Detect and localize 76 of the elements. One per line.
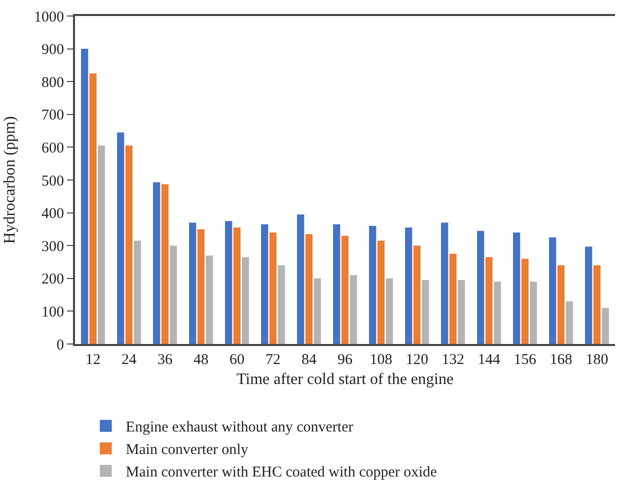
bar: [153, 182, 160, 344]
bar: [549, 237, 556, 344]
bar: [197, 229, 205, 344]
bar: [557, 265, 565, 344]
legend-label: Engine exhaust without any converter: [126, 420, 354, 436]
bar: [350, 275, 357, 344]
bar: [566, 301, 573, 344]
y-axis-title: Hydrocarbon (ppm): [1, 116, 18, 244]
y-tick-label: 0: [56, 337, 64, 354]
bar: [513, 232, 520, 344]
bar: [477, 230, 484, 344]
y-tick-label: 800: [42, 74, 64, 91]
bar: [405, 228, 412, 344]
bar: [134, 240, 141, 344]
x-tick-label: 96: [338, 352, 353, 368]
legend-label: Main converter only: [126, 442, 249, 458]
y-tick-label: 700: [42, 108, 64, 124]
bar: [422, 280, 429, 344]
bar: [305, 234, 313, 344]
bar: [170, 246, 177, 344]
bar: [189, 222, 196, 344]
x-tick-label: 12: [86, 352, 100, 368]
x-tick-label: 24: [122, 352, 137, 368]
x-tick-label: 168: [550, 352, 572, 368]
x-tick-label: 84: [302, 352, 317, 368]
y-tick-label: 900: [42, 42, 64, 58]
legend-label: Main converter with EHC coated with copper oxide: [126, 464, 438, 481]
bar: [117, 132, 124, 344]
bar: [269, 232, 277, 344]
bar: [585, 246, 592, 344]
x-tick-label: 120: [406, 352, 428, 368]
bar: [377, 240, 385, 344]
bar: [206, 255, 213, 344]
x-tick-label: 156: [514, 352, 537, 368]
bar: [261, 224, 268, 344]
bar: [297, 214, 304, 344]
bar: [530, 282, 537, 344]
y-tick-label: 500: [42, 173, 64, 190]
x-tick-label: 132: [442, 352, 464, 368]
bar: [161, 184, 169, 344]
bar: [278, 265, 285, 344]
y-tick-label: 600: [42, 140, 64, 156]
y-tick-label: 1000: [34, 9, 64, 26]
x-tick-label: 36: [158, 352, 173, 368]
bar: [225, 221, 232, 344]
bar: [233, 228, 241, 344]
bar: [485, 257, 493, 344]
bar: [593, 265, 601, 344]
y-tick-label: 400: [42, 206, 64, 222]
bar: [413, 246, 421, 344]
bar: [98, 146, 105, 344]
bar: [521, 258, 529, 344]
bar: [333, 224, 340, 344]
bar: [125, 146, 133, 344]
y-tick-label: 200: [42, 272, 64, 288]
bar: [458, 280, 465, 344]
bar: [89, 73, 97, 344]
bar: [449, 254, 457, 344]
x-axis-title: Time after cold start of the engine: [236, 371, 454, 388]
bar: [386, 278, 393, 344]
x-tick-label: 48: [194, 352, 208, 368]
bar: [494, 282, 501, 344]
bar: [441, 222, 448, 344]
x-tick-label: 180: [586, 352, 608, 368]
bar: [314, 278, 321, 344]
bar: [341, 236, 349, 344]
bar: [602, 308, 609, 344]
bar: [81, 48, 88, 344]
bar: [242, 257, 249, 344]
x-tick-label: 72: [266, 352, 280, 368]
x-tick-label: 144: [478, 352, 501, 368]
bar: [369, 226, 376, 344]
y-tick-label: 100: [42, 304, 64, 320]
y-tick-label: 300: [42, 238, 64, 255]
x-tick-label: 60: [230, 352, 244, 368]
x-tick-label: 108: [370, 352, 392, 368]
